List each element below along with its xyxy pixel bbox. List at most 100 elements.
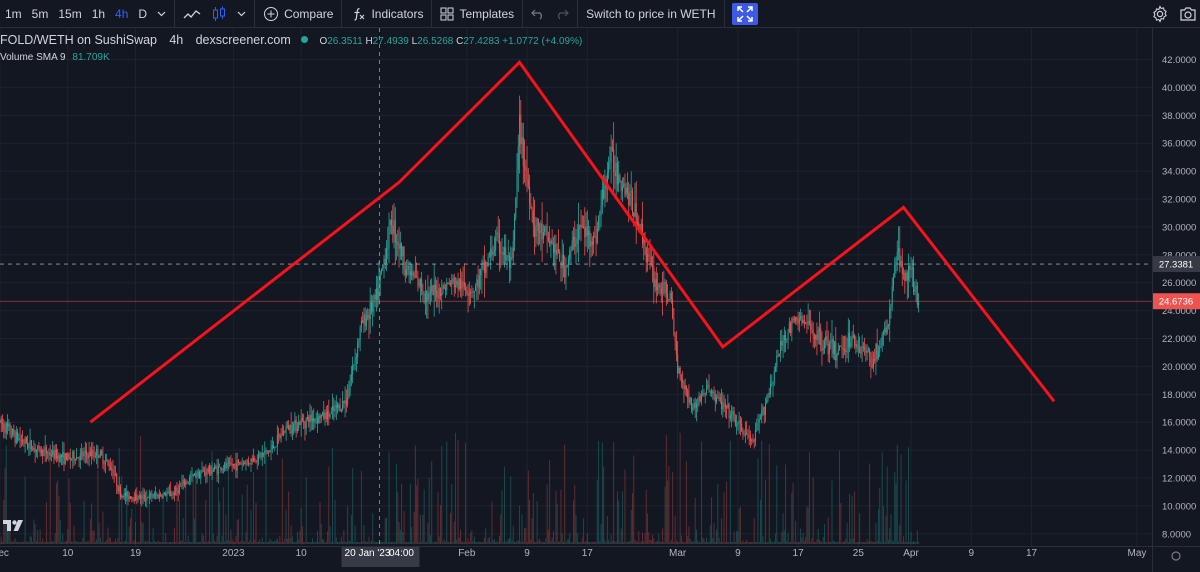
volume-bar: [739, 506, 741, 544]
candle-body: [350, 374, 352, 382]
volume-bar: [590, 541, 592, 544]
candle-body: [448, 282, 450, 284]
redo-button[interactable]: [550, 0, 574, 28]
candle-body: [870, 356, 872, 365]
candle-body: [62, 451, 64, 458]
settings-button[interactable]: [1146, 0, 1174, 28]
candle-body: [831, 339, 833, 343]
interval-5m[interactable]: 5m: [31, 6, 49, 21]
volume-bar: [906, 541, 908, 544]
candle-body: [571, 240, 573, 251]
price-chart[interactable]: 8.000010.000012.000014.000016.000018.000…: [0, 28, 1200, 572]
candle-body: [770, 383, 772, 395]
candle-body: [270, 449, 272, 451]
volume-bar: [795, 520, 797, 544]
volume-bar: [10, 541, 12, 544]
chart-type-candles-button[interactable]: [206, 0, 232, 28]
volume-bar: [76, 541, 78, 544]
interval-4h[interactable]: 4h: [115, 6, 129, 21]
screenshot-button[interactable]: [1174, 0, 1200, 28]
interval-1m[interactable]: 1m: [5, 6, 22, 21]
volume-bar: [386, 517, 388, 544]
volume-bar: [97, 470, 99, 544]
candle-body: [424, 294, 426, 303]
candle-body: [649, 255, 651, 258]
candle-body: [820, 328, 822, 346]
candle-body: [290, 425, 292, 434]
fullscreen-button[interactable]: [731, 2, 758, 25]
candle-body: [644, 237, 646, 248]
candle-body: [552, 243, 554, 254]
templates-button[interactable]: Templates: [435, 0, 519, 28]
volume-bar: [240, 540, 242, 544]
candle-body: [739, 419, 741, 424]
candle-body: [551, 240, 553, 244]
volume-bar: [634, 539, 636, 544]
volume-bar: [342, 541, 344, 544]
interval-15m[interactable]: 15m: [58, 6, 82, 21]
drawing-layer[interactable]: [89, 59, 1056, 424]
volume-bar: [886, 466, 888, 544]
candle-body: [461, 281, 463, 289]
candle-body: [486, 262, 488, 267]
candle-body: [537, 218, 539, 232]
volume-bar: [874, 541, 876, 544]
volume-bar: [422, 514, 424, 544]
candle-body: [849, 332, 851, 347]
candle-body: [564, 265, 566, 278]
candle-body: [884, 327, 886, 333]
candle-body: [875, 343, 877, 361]
volume-bar: [380, 541, 382, 544]
candle-body: [40, 449, 42, 453]
candle-body: [482, 261, 484, 264]
candle-body: [224, 463, 226, 470]
interval-d[interactable]: D: [138, 6, 148, 21]
switch-currency-button[interactable]: Switch to price in WETH: [586, 6, 716, 21]
candle-body: [657, 286, 659, 291]
candle-body: [901, 261, 903, 274]
candle-body: [850, 342, 852, 347]
volume-bar: [845, 538, 847, 544]
tradingview-logo[interactable]: [3, 518, 25, 539]
interval-dropdown[interactable]: [152, 0, 171, 28]
x-tick-label: 17: [1026, 548, 1038, 559]
candle-body: [375, 288, 377, 300]
volume-bar: [5, 445, 7, 544]
undo-button[interactable]: [526, 0, 550, 28]
candle-body: [590, 241, 592, 247]
compare-button[interactable]: Compare: [258, 0, 338, 28]
chart-type-line-button[interactable]: [178, 0, 206, 28]
volume-bar: [585, 540, 587, 544]
candle-body: [370, 301, 372, 312]
volume-bar: [505, 541, 507, 544]
candle-body: [291, 431, 293, 434]
candle-body: [177, 489, 179, 494]
indicators-button[interactable]: Indicators: [345, 0, 428, 28]
volume-bar: [275, 540, 277, 544]
chart-type-dropdown[interactable]: [232, 0, 251, 28]
candle-body: [530, 203, 532, 209]
volume-bar: [757, 458, 759, 544]
volume-bar: [857, 541, 859, 544]
candle-body: [76, 457, 78, 460]
volume-bar: [34, 524, 36, 544]
volume-bar: [378, 541, 380, 544]
volume-bar: [652, 534, 654, 544]
candle-body: [490, 248, 492, 257]
volume-bar: [588, 541, 590, 544]
candle-body: [24, 437, 26, 444]
candle-body: [591, 241, 593, 245]
candle-body: [733, 411, 735, 420]
interval-1h[interactable]: 1h: [91, 6, 106, 21]
candle-body: [576, 238, 578, 244]
volume-bar: [644, 533, 646, 544]
candle-body: [352, 365, 354, 375]
y-tick-label: 28.0000: [1162, 250, 1196, 261]
volume-bar: [864, 541, 866, 544]
volume-bar: [872, 541, 874, 544]
volume-bar: [324, 541, 326, 544]
candle-body: [35, 449, 37, 453]
volume-bar: [498, 535, 500, 544]
x-tick-label: 17: [582, 548, 594, 559]
candle-body: [788, 322, 790, 333]
